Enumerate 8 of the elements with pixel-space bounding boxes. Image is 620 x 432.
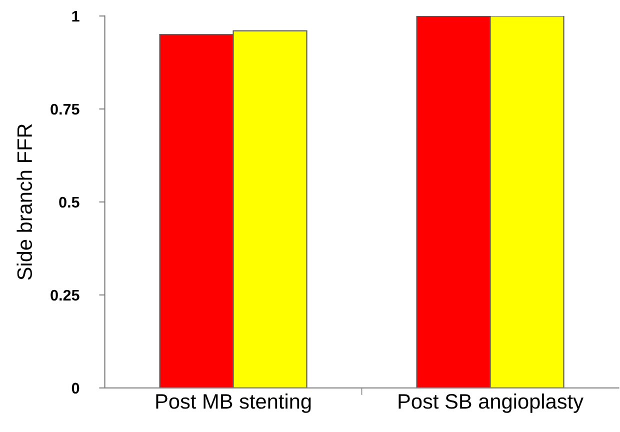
y-tick-label: 0.75 [50, 104, 80, 115]
y-tick-label: 0 [72, 382, 80, 394]
y-tick-label: 1 [72, 11, 80, 22]
y-axis-title: Side branch FFR [16, 124, 32, 280]
x-tick-label: Post MB stenting [156, 393, 311, 413]
y-tick-label: 0.5 [59, 196, 80, 208]
x-tick-label: Post SB angioplasty [398, 393, 584, 413]
y-tick-label: 0.25 [50, 290, 80, 301]
